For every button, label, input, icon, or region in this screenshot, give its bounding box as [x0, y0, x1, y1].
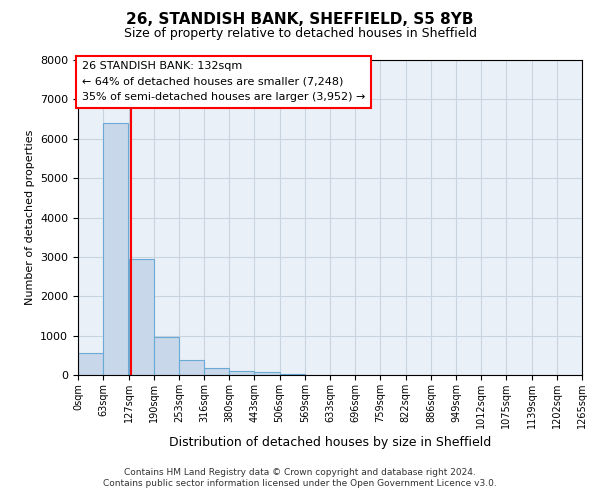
Bar — [204, 368, 229, 375]
X-axis label: Distribution of detached houses by size in Sheffield: Distribution of detached houses by size … — [169, 436, 491, 450]
Text: Size of property relative to detached houses in Sheffield: Size of property relative to detached ho… — [124, 28, 476, 40]
Bar — [154, 337, 179, 375]
Bar — [229, 370, 254, 375]
Bar — [128, 259, 154, 375]
Text: 26 STANDISH BANK: 132sqm
← 64% of detached houses are smaller (7,248)
35% of sem: 26 STANDISH BANK: 132sqm ← 64% of detach… — [82, 61, 365, 102]
Text: 26, STANDISH BANK, SHEFFIELD, S5 8YB: 26, STANDISH BANK, SHEFFIELD, S5 8YB — [126, 12, 474, 28]
Bar — [280, 374, 305, 375]
Bar — [179, 360, 204, 375]
Bar — [78, 354, 103, 375]
Y-axis label: Number of detached properties: Number of detached properties — [25, 130, 35, 305]
Bar — [254, 372, 280, 375]
Bar — [103, 123, 128, 375]
Text: Contains HM Land Registry data © Crown copyright and database right 2024.
Contai: Contains HM Land Registry data © Crown c… — [103, 468, 497, 487]
